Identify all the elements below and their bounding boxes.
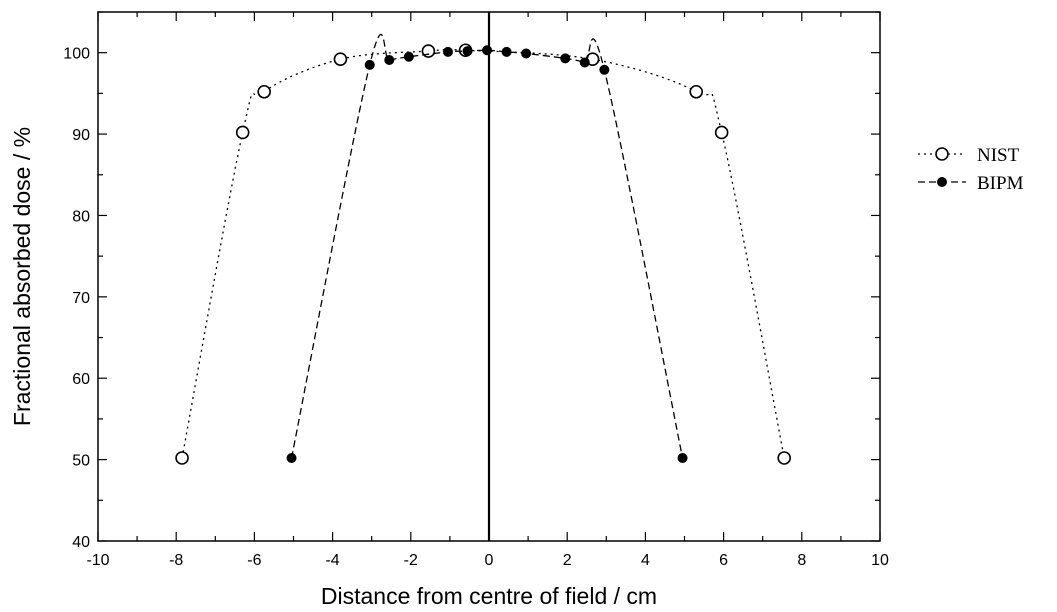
point-bipm [599, 64, 610, 75]
point-nist [689, 84, 704, 99]
series-line-bipm [290, 33, 684, 459]
point-bipm [442, 46, 453, 57]
y-tick-label: 90 [72, 127, 90, 144]
point-bipm [521, 48, 532, 59]
point-bipm [286, 452, 297, 463]
y-tick-label: 80 [72, 208, 90, 225]
point-bipm [482, 45, 493, 56]
point-bipm [403, 51, 414, 62]
x-tick-label: 6 [719, 552, 728, 569]
point-bipm [364, 59, 375, 70]
y-tick-label: 70 [72, 290, 90, 307]
legend-marker-bipm [937, 177, 947, 187]
plot-frame [97, 11, 881, 542]
series-line-nist [181, 48, 785, 459]
point-nist [235, 125, 250, 140]
tick-labels: -10 -8 -6 -4 -2 0 2 4 6 8 10 40 50 60 70 80 90 100 [63, 46, 889, 569]
y-tick-label: 60 [72, 371, 90, 388]
point-nist [333, 52, 348, 67]
ticks [97, 11, 881, 542]
legend-label-bipm: BIPM [977, 173, 1024, 194]
x-tick-label: 0 [485, 552, 494, 569]
y-tick-label: 50 [72, 453, 90, 470]
x-tick-label: 2 [563, 552, 572, 569]
series-layer [175, 33, 792, 465]
legend-item-nist: NIST [918, 145, 1020, 166]
x-tick-label: -4 [325, 552, 339, 569]
point-nist [714, 125, 729, 140]
legend-marker-nist [935, 147, 949, 161]
legend-item-bipm: BIPM [918, 173, 1024, 194]
point-bipm [501, 46, 512, 57]
x-tick-label: 10 [871, 552, 889, 569]
x-axis-title: Distance from centre of field / cm [321, 583, 657, 609]
point-bipm [384, 55, 395, 66]
point-nist [777, 451, 792, 465]
point-bipm [560, 53, 571, 64]
y-axis-title: Fractional absorbed dose / % [9, 127, 35, 426]
point-nist [175, 451, 189, 465]
x-tick-label: 4 [641, 552, 650, 569]
legend: NIST BIPM [918, 145, 1024, 194]
x-tick-label: -2 [404, 552, 418, 569]
x-tick-label: -6 [247, 552, 261, 569]
x-tick-label: 8 [797, 552, 806, 569]
y-tick-label: 40 [72, 534, 90, 551]
point-bipm [462, 46, 473, 57]
point-bipm [677, 452, 688, 463]
point-nist [257, 84, 271, 99]
point-bipm [579, 57, 590, 68]
x-tick-label: -10 [86, 552, 109, 569]
x-tick-label: -8 [169, 552, 183, 569]
y-tick-label: 100 [63, 46, 90, 63]
legend-label-nist: NIST [977, 145, 1020, 166]
